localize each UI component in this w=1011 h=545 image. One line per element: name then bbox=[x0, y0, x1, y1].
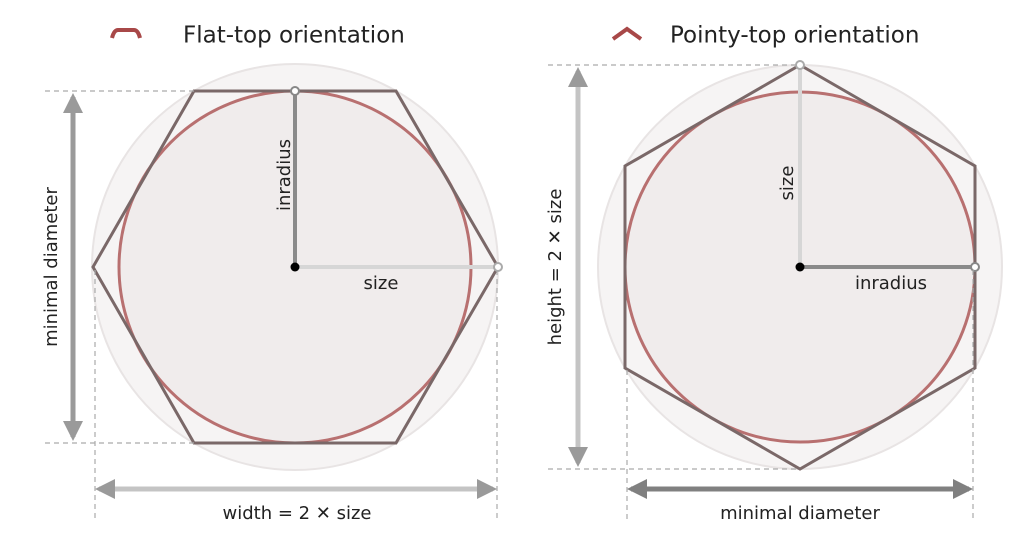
hexagon bbox=[91, 89, 500, 445]
vertex-dot bbox=[290, 86, 300, 96]
vertex-dot bbox=[795, 60, 805, 70]
panel-title: Pointy-top orientation bbox=[670, 23, 919, 49]
side-label: minimal diameter bbox=[41, 186, 62, 346]
panel-title: Flat-top orientation bbox=[183, 23, 405, 49]
pointy-top-panel: Pointy-top orientation size inradius hei… bbox=[545, 23, 1003, 524]
center-label: size bbox=[777, 166, 798, 201]
guides bbox=[548, 64, 974, 520]
hexagon bbox=[623, 63, 977, 471]
center bbox=[290, 262, 300, 272]
guides bbox=[45, 90, 498, 520]
bottom-label: width = 2 ✕ size bbox=[222, 503, 371, 524]
vertex-dot bbox=[970, 262, 980, 272]
center-label: inradius bbox=[855, 273, 927, 294]
side-label: height = 2 ✕ size bbox=[545, 189, 566, 346]
center bbox=[795, 262, 805, 272]
flat-top-panel: Flat-top orientation inradius size minim… bbox=[41, 23, 503, 524]
pointy-icon bbox=[611, 26, 643, 41]
vertex-dot bbox=[493, 262, 503, 272]
center-label: inradius bbox=[274, 139, 295, 211]
center-label: size bbox=[364, 273, 399, 294]
bottom-label: minimal diameter bbox=[720, 503, 880, 524]
flat-icon bbox=[110, 28, 142, 39]
